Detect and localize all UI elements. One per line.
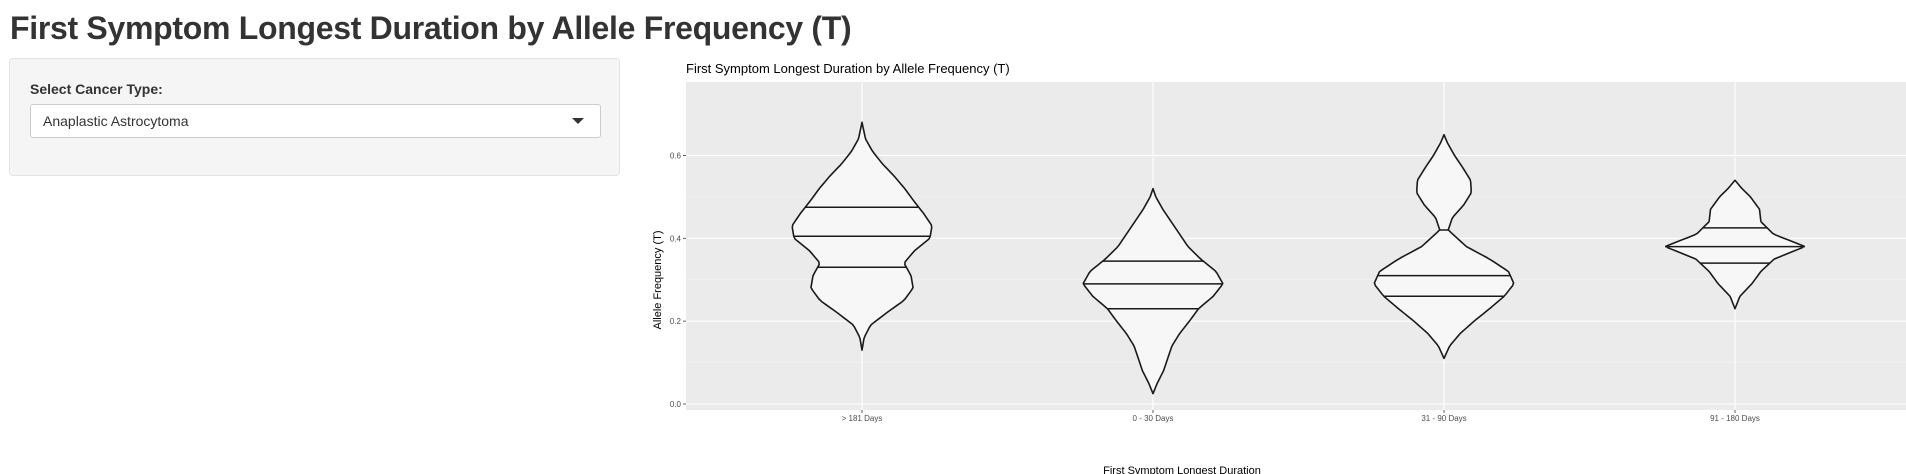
- x-tick-label: 0 - 30 Days: [1133, 414, 1174, 423]
- violin-31-90-days: [1373, 133, 1515, 360]
- chart-title: First Symptom Longest Duration by Allele…: [686, 61, 1010, 76]
- y-tick-label: 0.6: [670, 151, 682, 160]
- page-title: First Symptom Longest Duration by Allele…: [10, 10, 852, 46]
- violin-0-30-days: [1082, 187, 1224, 395]
- y-axis-title: Allele Frequency (T): [652, 230, 664, 329]
- x-axis-title: First Symptom Longest Duration: [1103, 465, 1261, 474]
- x-tick-label: 91 - 180 Days: [1710, 414, 1760, 423]
- violin-91-180-days: [1665, 179, 1805, 310]
- chevron-down-icon[interactable]: [572, 118, 584, 124]
- x-tick-label: 31 - 90 Days: [1421, 414, 1466, 423]
- sidebar-panel: Select Cancer Type: Anaplastic Astrocyto…: [9, 58, 620, 176]
- violin-chart-svg: First Symptom Longest Duration by Allele…: [652, 61, 1906, 474]
- y-tick-label: 0.0: [670, 400, 682, 409]
- y-tick-label: 0.4: [670, 234, 682, 243]
- cancer-type-label: Select Cancer Type:: [30, 81, 163, 97]
- y-tick-label: 0.2: [670, 317, 682, 326]
- x-tick-label: > 181 Days: [842, 414, 883, 423]
- violin-plot: First Symptom Longest Duration by Allele…: [650, 58, 1906, 474]
- cancer-type-selected-value: Anaplastic Astrocytoma: [43, 113, 189, 129]
- cancer-type-select[interactable]: Anaplastic Astrocytoma: [30, 104, 601, 138]
